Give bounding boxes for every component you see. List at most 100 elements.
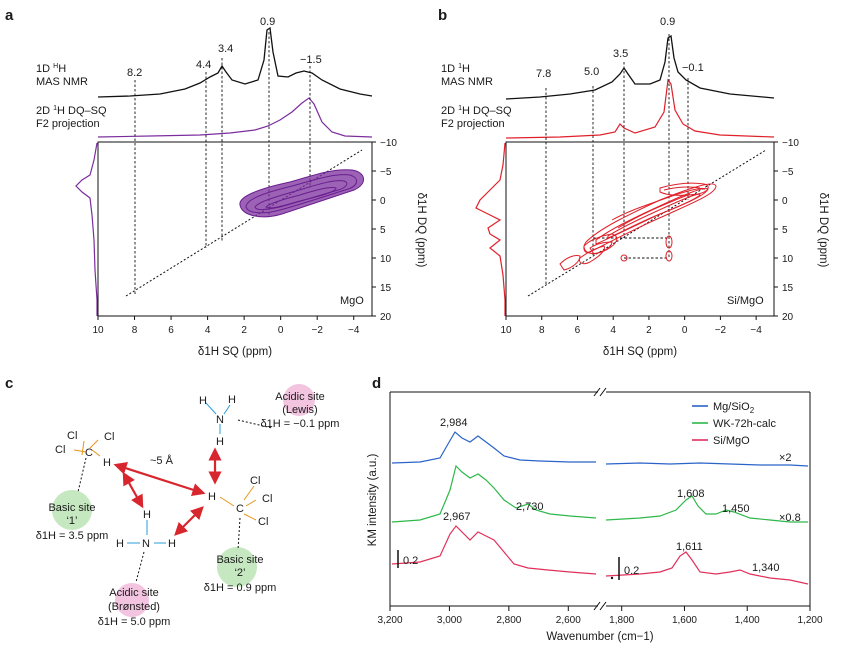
atom-n: N [216,414,224,426]
basic-site-1-shift: δ1H = 3.5 ppm [36,530,108,542]
series-si-mgo [391,525,809,585]
x-tick-label: 2,800 [496,615,521,626]
panel-b-x-axis-label: δ1H SQ (ppm) [603,346,677,358]
peak-label: 0.9 [260,16,275,28]
x-tick-label: 2,600 [556,615,581,626]
atom-n: N [142,538,150,550]
x-tick-label: 3,200 [377,615,402,626]
legend-si-mgo: Si/MgO [713,435,750,447]
panel-d-y-axis-label: KM intensity (a.u.) [367,453,379,546]
scale-x08: ×0.8 [779,512,801,524]
peak-label: 2,730 [516,501,544,513]
panel-a-label: a [5,7,14,24]
lewis-site-sub: (Lewis) [282,404,317,416]
atom-h: H [228,394,236,406]
atom-h: H [143,509,151,521]
basic-site-1-circle [52,490,92,530]
chloroform-1: Cl Cl Cl C H [55,430,114,469]
x-tick-label: 6 [575,325,581,336]
panel-d-legend: Mg/SiO2 WK-72h-calc Si/MgO [692,401,776,447]
panel-a-plot-frame [97,141,373,317]
panel-d-label: d [372,375,381,392]
peak-label: 3.4 [218,43,233,55]
panel-b-1d-spectrum [505,34,775,100]
panel-a-peak-labels: 8.2 4.4 3.4 0.9 −1.5 [127,16,322,79]
series-wk-72h-calc [391,464,808,523]
panel-a-projection [97,97,373,138]
interaction-arrows [113,447,222,536]
panel-b-proj-label: 2D 1H DQ–SQ [441,105,512,117]
ammonia-bottom: H H N H [116,509,176,550]
chloroform-2: H C Cl Cl Cl [208,475,272,528]
basic-site-2-circle [217,547,257,587]
panel-a-x-axis-label: δ1H SQ (ppm) [198,346,272,358]
x-tick-label: 10 [92,325,104,336]
basic-site-1-name: Basic site [48,502,95,514]
panel-b-y-ticks: −10 −5 0 5 10 15 20 [774,138,799,323]
panel-b-label: b [438,7,447,24]
atom-cl: Cl [258,516,268,528]
panel-a-left-projection [75,142,98,316]
bronsted-site-name: Acidic site [109,587,159,599]
atom-h: H [103,457,111,469]
lewis-site-name: Acidic site [275,391,325,403]
atom-cl: Cl [67,430,77,442]
panel-b-proj-label-2: F2 projection [441,118,505,130]
y-tick-label: 20 [782,312,794,323]
panel-a-1d-label-2: MAS NMR [36,76,88,88]
x-tick-label: −4 [348,325,360,336]
panel-b-x-ticks: 10 8 6 4 2 0 −2 −4 [500,316,762,336]
panel-b-peak-labels: 7.8 5.0 3.5 0.9 −0.1 [536,16,704,80]
legend-mg-sio2: Mg/SiO2 [713,401,755,415]
y-tick-label: 15 [380,283,392,294]
panel-d-peak-labels: 2,984 2,730 1,608 1,450 2,967 1,611 1,34… [440,417,780,574]
panel-a-contours [239,169,364,218]
peak-label: 1,611 [676,541,703,553]
panel-b-left-projection [475,142,506,316]
panel-d-x-axis-label: Wavenumber (cm−1) [546,631,653,643]
scale-bar-left-label: 0.2 [403,555,418,567]
atom-cl: Cl [104,431,114,443]
atom-c: C [85,447,93,459]
x-tick-label: 1,400 [735,615,760,626]
y-tick-label: 10 [380,254,392,265]
y-tick-label: −5 [380,167,392,178]
x-tick-label: 10 [500,325,512,336]
y-tick-label: 20 [380,312,392,323]
peak-label: 8.2 [127,67,142,79]
x-tick-label: 0 [278,325,284,336]
x-tick-label: 8 [539,325,545,336]
basic-site-2-sub: ‘2’ [234,567,245,579]
scale-bar-right-label: 0.2 [624,565,639,577]
marker-dot [610,576,614,580]
y-tick-label: −10 [380,138,397,149]
x-tick-label: 8 [132,325,138,336]
panel-a-proj-label: 2D 1H DQ–SQ [36,105,107,117]
atom-h: H [199,395,207,407]
panel-a-y-axis-label: δ1H DQ (ppm) [415,193,427,268]
peak-label: 2,967 [443,511,471,523]
x-tick-label: 4 [610,325,616,336]
peak-label: 2,984 [440,417,468,429]
basic-site-1-link [77,457,87,493]
panel-a-1d-label: 1D HH [36,63,66,75]
panel-b-guides [545,34,689,284]
x-tick-label: 2 [646,325,652,336]
panel-b-1d-label: 1D 1H [441,63,470,75]
panel-a-guides [134,32,311,296]
panel-b-projection [505,78,775,139]
panel-a: a 1D HH MAS NMR 2D 1H DQ–SQ F2 projectio… [5,7,427,358]
y-tick-label: −10 [782,138,799,149]
atom-h: H [216,436,224,448]
basic-site-1-sub: ‘1’ [66,515,77,527]
basic-site-2-shift: δ1H = 0.9 ppm [204,582,276,594]
peak-label: 5.0 [584,66,599,78]
atom-cl: Cl [250,475,260,487]
atom-cl: Cl [55,444,65,456]
atom-h: H [116,538,124,550]
panel-b-contours [559,182,717,271]
panel-a-y-ticks: −10 −5 0 5 10 15 20 [372,138,397,323]
x-tick-label: 6 [168,325,174,336]
panel-a-1d-spectrum [97,26,373,98]
